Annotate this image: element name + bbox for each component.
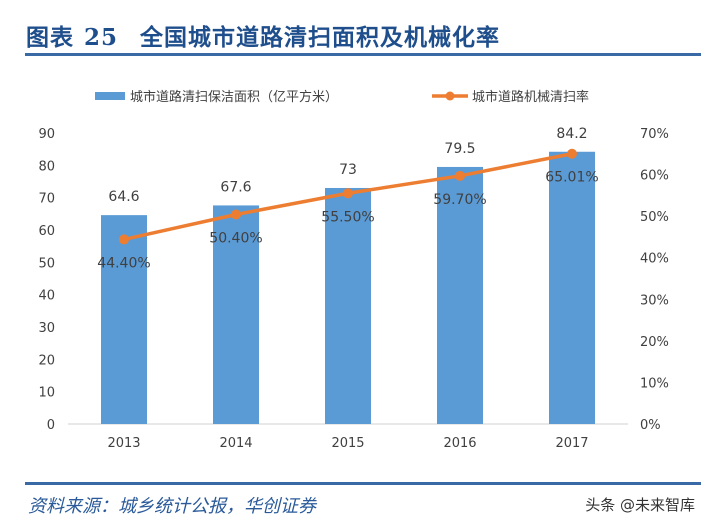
line-data-label: 65.01%: [545, 170, 598, 186]
legend-bar-label: 城市道路清扫保洁面积（亿平方米）: [130, 89, 338, 105]
right-axis-tick: 70%: [640, 127, 669, 142]
bar-data-label: 73: [339, 162, 357, 178]
right-axis-tick: 30%: [640, 293, 669, 308]
legend-bar-swatch: [95, 92, 125, 100]
x-axis-tick: 2017: [555, 436, 588, 451]
line-point: [119, 234, 129, 245]
left-axis-tick: 50: [38, 256, 55, 271]
left-axis-tick: 0: [47, 418, 55, 433]
legend-line-label: 城市道路机械清扫率: [472, 89, 589, 105]
title-label: 图表: [26, 24, 74, 51]
line-point: [231, 209, 241, 220]
watermark: 头条 @未来智库: [585, 496, 695, 514]
right-axis-tick: 0%: [640, 418, 661, 433]
right-axis-tick: 50%: [640, 210, 669, 225]
right-axis-tick: 10%: [640, 376, 669, 391]
left-axis-tick: 20: [38, 353, 55, 368]
x-axis-tick: 2014: [219, 436, 252, 451]
bar: [325, 187, 371, 424]
left-axis-tick: 80: [38, 159, 55, 174]
line-data-label: 50.40%: [209, 230, 262, 246]
bar: [213, 205, 259, 424]
line-data-label: 59.70%: [433, 192, 486, 208]
bar-data-label: 84.2: [556, 126, 587, 142]
bar: [549, 151, 595, 424]
bar-data-label: 67.6: [220, 179, 251, 195]
line-point: [567, 148, 577, 159]
right-axis-tick: 40%: [640, 252, 669, 267]
title-text: 全国城市道路清扫面积及机械化率: [140, 24, 501, 51]
line-point: [343, 188, 353, 199]
footer-rule: [25, 482, 701, 485]
left-axis-tick: 40: [38, 289, 55, 304]
line-point: [455, 170, 465, 181]
title-number: 25: [84, 24, 119, 51]
bar: [437, 166, 483, 424]
bar: [101, 215, 147, 424]
bar-data-label: 79.5: [444, 141, 475, 157]
right-axis-tick: 60%: [640, 169, 669, 184]
line-data-label: 55.50%: [321, 209, 374, 225]
source-note: 资料来源：城乡统计公报，华创证券: [28, 496, 316, 517]
legend-line-marker: [445, 91, 455, 101]
x-axis-tick: 2015: [331, 436, 364, 451]
right-axis-tick: 20%: [640, 335, 669, 350]
bar-data-label: 64.6: [108, 189, 139, 205]
title-rule: [25, 53, 701, 56]
left-axis-tick: 70: [38, 192, 55, 207]
chart-title: 图表 25 全国城市道路清扫面积及机械化率: [26, 18, 500, 52]
x-axis-tick: 2016: [443, 436, 476, 451]
x-axis-tick: 2013: [107, 436, 140, 451]
left-axis-tick: 30: [38, 321, 55, 336]
line-data-label: 44.40%: [97, 255, 150, 271]
left-axis-tick: 60: [38, 224, 55, 239]
left-axis-tick: 90: [38, 127, 55, 142]
left-axis-tick: 10: [38, 386, 55, 401]
